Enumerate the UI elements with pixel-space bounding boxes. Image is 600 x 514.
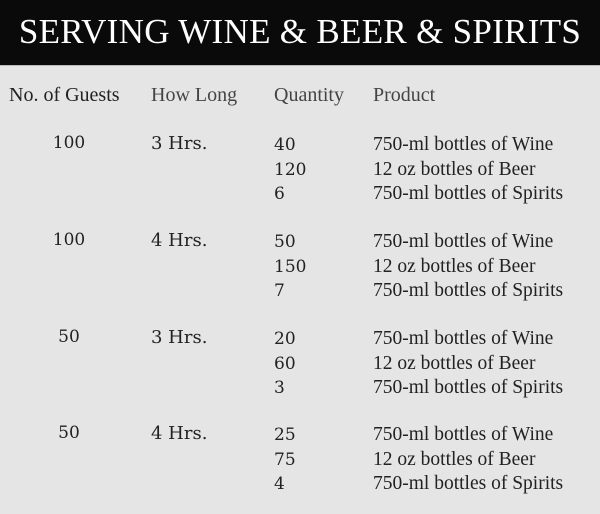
product-cell: 750-ml bottles of Wine 12 oz bottles of B… [373,423,563,497]
product-value: 750-ml bottles of Spirits [373,280,564,301]
column-header-product: Product [373,84,436,106]
table-row-group: 100 4 Hrs. 50 150 7 750-ml bottles of Wine 1… [0,230,600,310]
quantity-value: 20 [274,329,296,349]
how-long-cell: 4 Hrs. [151,230,208,251]
guests-cell: 50 [58,423,80,443]
quantity-cell: 50 150 7 [274,230,306,304]
quantity-value: 120 [274,159,307,180]
product-value: 750-ml bottles of Wine [373,231,554,252]
product-value: 12 oz bottles of Beer [373,448,536,470]
title-banner: SERVING WINE & BEER & SPIRITS [0,0,600,66]
quantity-cell: 40 120 6 [274,133,306,207]
guests-cell: 100 [52,230,86,250]
quantity-value: 3 [274,378,285,398]
how-long-cell: 3 Hrs. [151,133,208,154]
quantity-value: 60 [274,353,296,374]
product-value: 750-ml bottles of Wine [373,328,554,349]
page-title: SERVING WINE & BEER & SPIRITS [18,12,582,51]
product-cell: 750-ml bottles of Wine 12 oz bottles of B… [373,133,563,207]
column-header-how-long: How Long [151,84,238,106]
quantity-value: 6 [274,184,285,204]
product-value: 750-ml bottles of Spirits [373,377,564,398]
product-cell: 750-ml bottles of Wine 12 oz bottles of B… [373,230,563,304]
quantity-value: 7 [274,281,285,301]
how-long-cell: 4 Hrs. [151,423,208,444]
quantity-value: 25 [274,425,296,445]
product-value: 12 oz bottles of Beer [373,352,536,374]
how-long-cell: 3 Hrs. [151,327,208,348]
table-row-group: 50 4 Hrs. 25 75 4 750-ml bottles of Wine 12 … [0,423,600,503]
quantity-value: 75 [274,449,296,470]
guests-cell: 50 [58,327,80,347]
product-value: 750-ml bottles of Spirits [373,473,564,494]
quantity-value: 40 [274,135,296,155]
quantity-cell: 25 75 4 [274,423,296,497]
product-value: 12 oz bottles of Beer [373,158,536,180]
product-cell: 750-ml bottles of Wine 12 oz bottles of B… [373,327,563,401]
product-value: 750-ml bottles of Wine [373,134,554,155]
product-value: 12 oz bottles of Beer [373,255,536,277]
table-row-group: 50 3 Hrs. 20 60 3 750-ml bottles of Wine 12 … [0,327,600,407]
table-row-group: 100 3 Hrs. 40 120 6 750-ml bottles of Wine 1… [0,133,600,213]
product-value: 750-ml bottles of Spirits [373,183,564,204]
quantity-value: 50 [274,232,296,252]
quantity-cell: 20 60 3 [274,327,296,401]
column-header-quantity: Quantity [274,84,344,106]
column-header-guests: No. of Guests [9,84,120,106]
quantity-value: 4 [274,474,285,494]
quantity-value: 150 [274,256,307,277]
guests-cell: 100 [52,133,86,153]
product-value: 750-ml bottles of Wine [373,424,554,445]
